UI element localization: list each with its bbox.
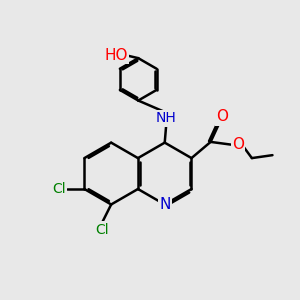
Text: O: O <box>232 137 244 152</box>
Text: Cl: Cl <box>95 223 109 236</box>
Text: HO: HO <box>104 48 128 63</box>
Text: N: N <box>159 197 170 212</box>
Text: NH: NH <box>156 112 177 125</box>
Text: O: O <box>216 110 228 124</box>
Text: Cl: Cl <box>52 182 66 196</box>
